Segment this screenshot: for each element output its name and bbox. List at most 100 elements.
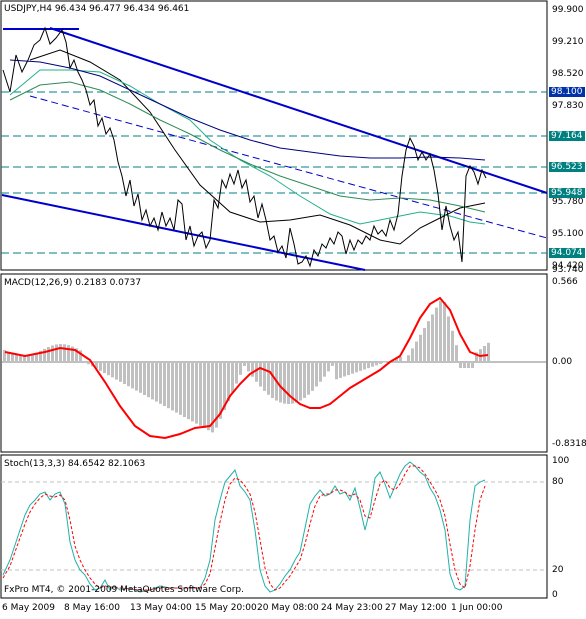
macd-histogram-bar (379, 362, 382, 364)
macd-histogram-bar (67, 345, 70, 362)
macd-histogram-bar (327, 362, 330, 372)
macd-histogram-bar (291, 362, 294, 404)
level-tag-97164: 97.164 (549, 131, 585, 141)
macd-histogram-bar (331, 362, 334, 366)
time-tick: 1 Jun 00:00 (451, 603, 503, 613)
macd-panel-frame (0, 273, 548, 453)
lower-trendline[interactable] (1, 194, 366, 271)
macd-histogram-bar (151, 362, 154, 400)
upper-trendline[interactable] (49, 27, 548, 194)
macd-histogram-bar (387, 361, 390, 362)
price-tick: 99.900 (552, 5, 584, 15)
macd-histogram-bar (107, 362, 110, 376)
macd-histogram-bar (419, 334, 422, 362)
macd-histogram-bar (75, 348, 78, 362)
macd-histogram-bar (59, 344, 62, 362)
stoch-panel[interactable] (1, 461, 547, 593)
macd-histogram-bar (71, 346, 74, 362)
ma-navy (9, 59, 486, 161)
macd-histogram-bar (447, 316, 450, 362)
main-header: USDJPY,H4 96.434 96.477 96.434 96.461 (4, 4, 190, 14)
price-tick: 99.210 (552, 37, 584, 47)
macd-histogram-bar (323, 362, 326, 377)
macd-histogram-bar (271, 362, 274, 398)
macd-histogram-bar (451, 330, 454, 362)
mid-channel-line[interactable] (29, 95, 548, 239)
copyright-label: FxPro MT4, © 2001-2009 MetaQuotes Softwa… (4, 585, 244, 595)
level-tag-96523: 96.523 (549, 162, 585, 172)
macd-histogram-bar (399, 356, 402, 362)
macd-histogram-bar (319, 362, 322, 382)
macd-histogram-bar (287, 362, 290, 404)
macd-histogram-bar (123, 362, 126, 384)
macd-histogram-bar (239, 362, 242, 375)
stoch-axis-100: 100 (552, 456, 570, 466)
macd-histogram-bar (115, 362, 118, 380)
macd-histogram-bar (371, 362, 374, 367)
macd-histogram-bar (411, 348, 414, 362)
macd-histogram-bar (471, 362, 474, 368)
macd-histogram-bar (35, 352, 38, 362)
macd-histogram-bar (283, 362, 286, 404)
time-tick: 13 May 04:00 (130, 603, 192, 613)
macd-histogram-bar (39, 350, 42, 362)
macd-axis-top: 0.566 (552, 277, 578, 287)
macd-axis-zero: 0.00 (552, 357, 573, 367)
macd-histogram-bar (63, 344, 66, 362)
time-tick: 27 May 12:00 (385, 603, 447, 613)
stoch-panel-frame (0, 454, 548, 599)
stoch-signal-line (2, 465, 486, 591)
macd-histogram-bar (263, 362, 266, 391)
macd-histogram-bar (311, 362, 314, 391)
macd-histogram (3, 300, 490, 433)
macd-panel[interactable] (1, 296, 547, 440)
price-series[interactable] (2, 26, 487, 268)
macd-histogram-bar (351, 362, 354, 374)
macd-histogram-bar (11, 353, 14, 362)
macd-histogram-bar (163, 362, 166, 406)
macd-histogram-bar (279, 362, 282, 403)
main-panel[interactable] (1, 26, 548, 271)
time-tick: 6 May 2009 (2, 603, 55, 613)
macd-histogram-bar (347, 362, 350, 376)
macd-histogram-bar (259, 362, 262, 387)
macd-histogram-bar (3, 350, 6, 362)
time-tick: 24 May 23:00 (321, 603, 383, 613)
price-tick: 98.520 (552, 69, 584, 79)
macd-histogram-bar (195, 362, 198, 424)
ma-green-slow (9, 81, 486, 213)
macd-histogram-bar (27, 355, 30, 362)
macd-histogram-bar (111, 362, 114, 378)
macd-histogram-bar (295, 362, 298, 403)
macd-histogram-bar (171, 362, 174, 411)
macd-histogram-bar (167, 362, 170, 409)
macd-histogram-bar (135, 362, 138, 391)
macd-histogram-bar (187, 362, 190, 420)
macd-histogram-bar (127, 362, 130, 387)
macd-histogram-bar (215, 362, 218, 428)
macd-histogram-bar (475, 352, 478, 362)
macd-histogram-bar (235, 362, 238, 384)
macd-histogram-bar (231, 362, 234, 393)
macd-histogram-bar (339, 362, 342, 378)
macd-histogram-bar (315, 362, 318, 387)
macd-axis-bottom: -0.8318 (552, 439, 586, 449)
macd-histogram-bar (483, 346, 486, 362)
price-tick: 94.420 (552, 261, 584, 271)
macd-histogram-bar (131, 362, 134, 389)
macd-histogram-bar (303, 362, 306, 398)
stoch-main-line (2, 461, 486, 593)
price-tick: 93.740 (552, 265, 584, 275)
level-tag-94074: 94.074 (549, 248, 585, 258)
macd-histogram-bar (207, 362, 210, 431)
macd-signal-line (4, 296, 489, 440)
macd-histogram-bar (455, 345, 458, 362)
macd-histogram-bar (223, 362, 226, 410)
macd-histogram-bar (299, 362, 302, 401)
macd-histogram-bar (467, 362, 470, 368)
macd-histogram-bar (415, 341, 418, 362)
macd-header: MACD(12,26,9) 0.2183 0.0737 (4, 278, 142, 288)
macd-histogram-bar (307, 362, 310, 395)
